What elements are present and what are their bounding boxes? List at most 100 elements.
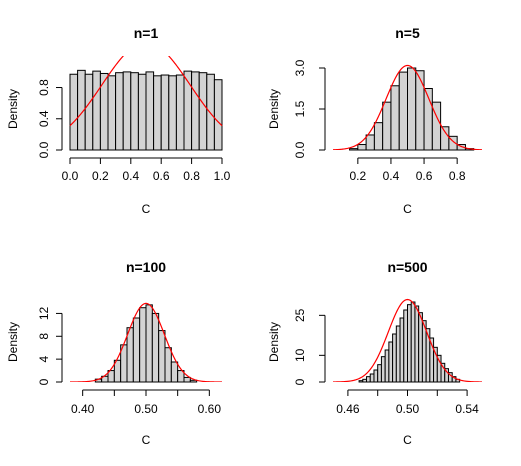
panel-title: n=5 xyxy=(395,25,420,41)
panel-title: n=500 xyxy=(387,259,427,275)
y-tick-label: 0.8 xyxy=(37,79,51,96)
histogram-panel: n=500 0.46 0.50 0.54 0 10 25 C Density xyxy=(267,259,482,447)
histogram-bar xyxy=(407,67,417,151)
x-axis-label: C xyxy=(403,202,412,216)
histogram-bar xyxy=(139,307,147,383)
x-tick-label: 0.6 xyxy=(153,169,170,183)
histogram-bar xyxy=(164,347,172,383)
histogram-bar xyxy=(122,71,132,151)
histogram-bar xyxy=(399,317,405,383)
histogram-bar xyxy=(431,101,442,151)
x-tick-label: 0.8 xyxy=(183,169,200,183)
y-tick-label: 3.0 xyxy=(293,59,307,76)
histogram-bar xyxy=(158,330,166,383)
y-tick-label: 12 xyxy=(37,306,51,320)
histogram-bar xyxy=(170,361,179,383)
panel-title: n=100 xyxy=(126,259,166,275)
histogram-bar xyxy=(373,122,384,151)
histogram-bar xyxy=(153,75,162,151)
histogram-bar xyxy=(160,74,170,151)
histogram-bar xyxy=(145,304,153,383)
density-curve xyxy=(332,64,483,150)
x-tick-label: 0.4 xyxy=(383,169,400,183)
histogram-bar xyxy=(92,70,101,151)
histogram-bar xyxy=(366,376,371,383)
histogram-bar xyxy=(390,85,400,151)
y-tick-label: 4 xyxy=(37,355,51,362)
histogram-bar xyxy=(365,134,375,151)
histogram-bar xyxy=(189,379,198,383)
histogram-bar xyxy=(107,75,117,151)
x-tick-label: 0.2 xyxy=(92,169,109,183)
histogram-panel: n=1 0.0 0.2 0.4 0.6 0.8 1.0 0.0 0.4 0.8 C Density xyxy=(6,25,231,216)
x-tick-label: 1.0 xyxy=(214,169,231,183)
x-axis-label: C xyxy=(142,433,151,447)
x-tick-label: 0.40 xyxy=(71,402,95,416)
x-tick-label: 0.0 xyxy=(62,169,79,183)
panel-title: n=1 xyxy=(134,25,159,41)
histogram-bar xyxy=(448,135,458,151)
x-tick-label: 0.4 xyxy=(122,169,139,183)
histogram-bar xyxy=(418,312,423,383)
x-tick-label: 0.6 xyxy=(416,169,433,183)
y-tick-label: 0.4 xyxy=(37,110,51,127)
histogram-bar xyxy=(398,71,409,151)
x-tick-label: 0.8 xyxy=(449,169,466,183)
histogram-bar xyxy=(392,333,397,383)
histogram-bar xyxy=(395,325,401,383)
histogram-bar xyxy=(403,309,408,383)
y-tick-label: 0 xyxy=(37,378,51,385)
histogram-bar xyxy=(407,304,412,383)
y-tick-label: 25 xyxy=(293,308,307,322)
density-curve xyxy=(333,298,482,382)
x-tick-label: 0.54 xyxy=(455,402,479,416)
histogram-bar xyxy=(213,79,223,151)
y-tick-label: 10 xyxy=(293,348,307,362)
histogram-panel: n=5 0.2 0.4 0.6 0.8 0.0 1.5 3.0 C Density xyxy=(267,25,483,216)
histogram-bar xyxy=(414,305,420,383)
histogram-bar xyxy=(130,72,139,151)
y-tick-label: 0 xyxy=(293,378,307,385)
histogram-bar xyxy=(206,73,215,151)
histogram-bar xyxy=(358,380,364,383)
histogram-bar xyxy=(168,75,177,151)
histogram-bar xyxy=(137,73,147,151)
histogram-bar xyxy=(115,72,124,151)
histogram-bar xyxy=(183,376,191,383)
histogram-bar xyxy=(362,378,368,383)
y-axis-label: Density xyxy=(6,322,20,362)
histogram-bar xyxy=(388,341,394,383)
histogram-bar xyxy=(373,369,379,383)
histogram-bar xyxy=(69,73,79,151)
y-tick-label: 0.0 xyxy=(293,141,307,158)
histogram-bar xyxy=(177,370,185,383)
x-axis-label: C xyxy=(142,202,151,216)
x-tick-label: 0.2 xyxy=(349,169,366,183)
histogram-bar xyxy=(145,71,155,151)
histogram-bar xyxy=(175,74,185,151)
histogram-bar xyxy=(377,364,382,383)
histogram-bar xyxy=(380,356,386,383)
x-tick-label: 0.50 xyxy=(396,402,420,416)
histogram-bar xyxy=(191,71,200,151)
y-axis-label: Density xyxy=(6,89,20,129)
histogram-bar xyxy=(440,126,450,151)
histogram-bar xyxy=(84,73,94,151)
y-axis-label: Density xyxy=(267,322,281,362)
y-tick-label: 8 xyxy=(37,333,51,340)
density-curve xyxy=(70,302,222,382)
y-tick-label: 0.0 xyxy=(37,141,51,158)
density-curve xyxy=(69,56,223,127)
histogram-bar xyxy=(151,312,160,383)
y-axis-label: Density xyxy=(267,89,281,129)
histogram-bar xyxy=(384,349,390,383)
histogram-bar xyxy=(126,327,134,383)
histogram-bar xyxy=(198,72,208,151)
histogram-bar xyxy=(132,317,141,383)
histogram-panel: n=100 0.40 0.50 0.60 0 4 8 12 C Density xyxy=(6,259,222,447)
histogram-bar xyxy=(357,144,367,151)
histogram-bar xyxy=(369,373,375,383)
histogram-bar xyxy=(410,301,416,383)
histogram-bar xyxy=(349,148,359,151)
